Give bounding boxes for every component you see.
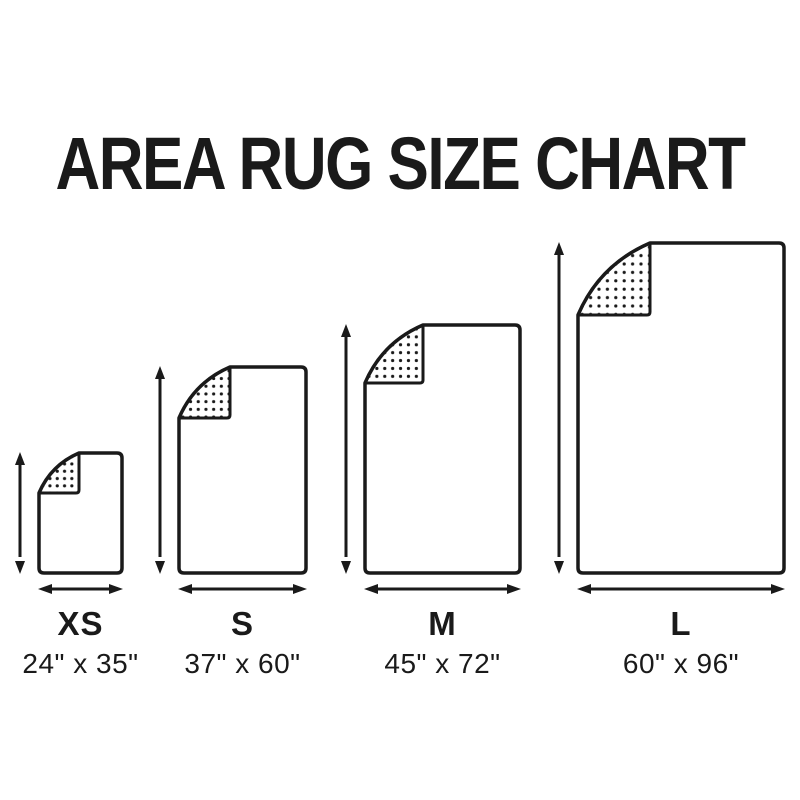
width-dimension-arrow-icon [577,584,785,594]
rug-shape [37,451,124,575]
size-dimensions-label: 37" x 60" [184,648,301,679]
rug-shape [363,323,522,575]
rug-shape [177,365,308,575]
rug-illustration [550,237,790,612]
width-dimension-arrow-icon [38,584,123,594]
height-dimension-arrow-icon [155,366,165,574]
rug-caption: L 60" x 96" [623,607,739,678]
height-dimension-arrow-icon [341,324,351,574]
rug-illustration [337,319,526,612]
rug-illustration [151,361,312,612]
rug-caption: S 37" x 60" [184,607,300,678]
width-dimension-arrow-icon [178,584,307,594]
folded-corner-flap [363,323,425,385]
folded-corner-flap [37,451,81,495]
rug-drawing-svg [155,365,308,594]
rug-drawing-svg [341,323,522,594]
size-code-label: XS [57,605,104,642]
height-dimension-arrow-icon [15,452,25,574]
rug-caption: XS 24" x 35" [22,607,138,678]
folded-corner-flap [177,365,232,420]
width-dimension-arrow-icon [364,584,521,594]
rug-drawing-svg [15,451,124,594]
size-code-label: L [670,605,692,642]
rug-shape [576,241,786,575]
size-dimensions-label: 45" x 72" [384,648,501,679]
folded-corner-flap [576,241,652,317]
rug-caption: M 45" x 72" [384,607,500,678]
height-dimension-arrow-icon [554,242,564,574]
size-dimensions-label: 24" x 35" [22,648,139,679]
size-code-label: M [428,605,457,642]
rug-illustration [11,447,128,612]
rug-drawing-svg [554,241,786,594]
size-code-label: S [230,605,255,642]
size-dimensions-label: 60" x 96" [622,648,740,679]
page-title: AREA RUG SIZE CHART [55,123,746,206]
